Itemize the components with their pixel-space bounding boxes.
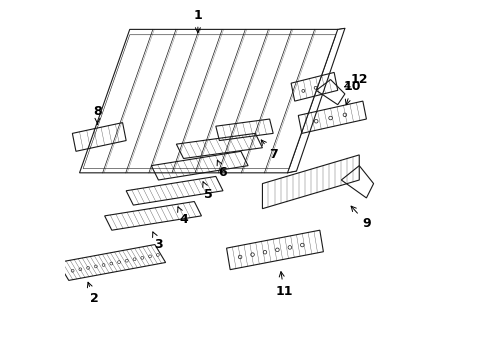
Text: 9: 9 [350,206,370,230]
Text: 7: 7 [261,140,277,161]
Text: 12: 12 [344,73,367,87]
Text: 4: 4 [177,207,187,226]
Text: 8: 8 [93,105,102,124]
Text: 11: 11 [275,272,292,298]
Text: 2: 2 [87,282,98,305]
Text: 1: 1 [193,9,202,33]
Text: 10: 10 [343,80,360,105]
Text: 6: 6 [217,160,227,179]
Text: 3: 3 [152,232,163,251]
Text: 5: 5 [203,182,213,201]
